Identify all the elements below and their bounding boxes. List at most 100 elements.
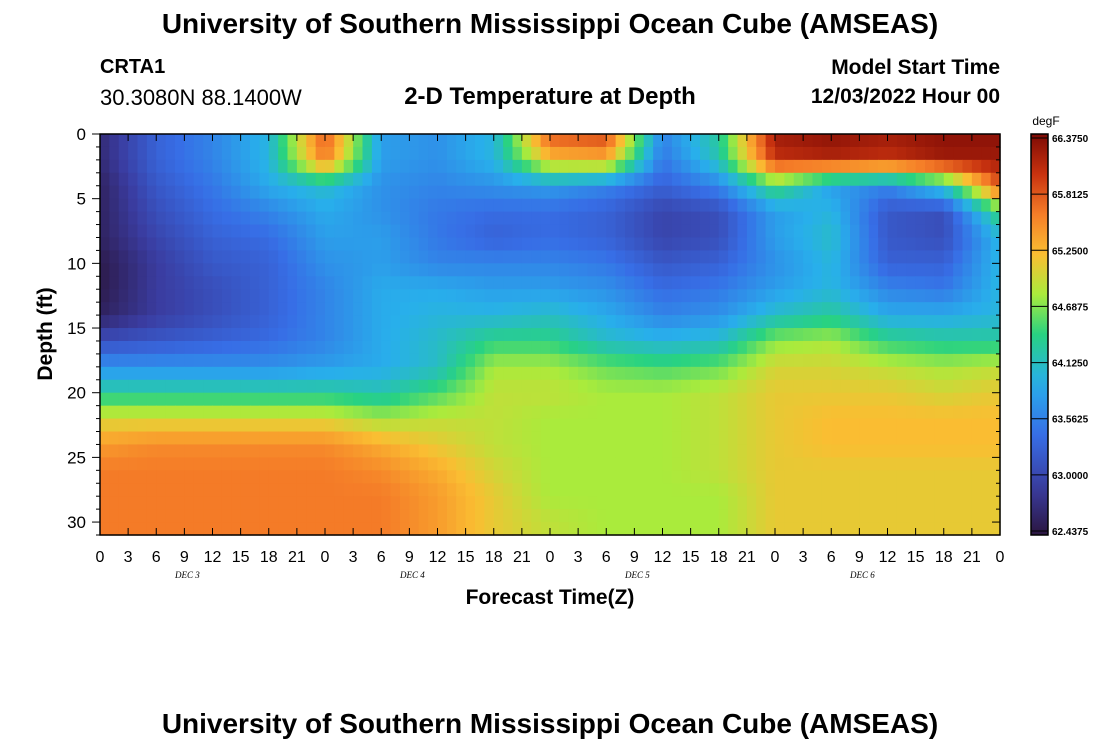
- heatmap-cell: [287, 470, 298, 484]
- heatmap-cell: [728, 146, 739, 161]
- heatmap-cell: [212, 392, 223, 407]
- heatmap-cell: [325, 237, 335, 252]
- heatmap-cell: [118, 522, 129, 536]
- heatmap-cell: [250, 379, 260, 394]
- heatmap-cell: [118, 198, 129, 213]
- heatmap-cell: [400, 405, 410, 420]
- heatmap-cell: [568, 250, 579, 264]
- heatmap-cell: [784, 159, 795, 174]
- heatmap-cell: [437, 159, 448, 174]
- heatmap-cell: [100, 340, 110, 355]
- heatmap-cell: [296, 470, 307, 484]
- heatmap-cell: [428, 289, 439, 303]
- heatmap-cell: [540, 522, 551, 536]
- heatmap-cell: [493, 328, 504, 342]
- heatmap-cell: [550, 172, 560, 187]
- heatmap-cell: [409, 172, 420, 187]
- heatmap-cell: [868, 340, 879, 355]
- heatmap-cell: [278, 185, 289, 200]
- heatmap-cell: [971, 211, 982, 226]
- heatmap-cell: [953, 470, 964, 484]
- colorbar-tick-label: 65.2500: [1052, 246, 1089, 257]
- heatmap-cell: [278, 237, 289, 252]
- heatmap-cell: [371, 315, 382, 329]
- heatmap-cell: [381, 522, 392, 536]
- heatmap-cell: [896, 444, 907, 458]
- heatmap-cell: [812, 172, 823, 187]
- heatmap-cell: [193, 237, 204, 252]
- heatmap-cell: [503, 134, 514, 148]
- heatmap-cell: [765, 353, 776, 368]
- heatmap-cell: [250, 392, 260, 407]
- heatmap-cell: [606, 302, 617, 316]
- heatmap-cell: [306, 418, 317, 433]
- heatmap-cell: [456, 276, 467, 290]
- heatmap-cell: [643, 276, 654, 290]
- heatmap-cell: [484, 483, 495, 497]
- heatmap-cell: [109, 146, 120, 161]
- heatmap-cell: [390, 263, 401, 277]
- heatmap-cell: [578, 224, 589, 239]
- heatmap-cell: [137, 289, 148, 303]
- heatmap-cell: [193, 496, 204, 510]
- heatmap-cell: [953, 509, 964, 523]
- heatmap-cell: [278, 431, 289, 446]
- heatmap-cell: [662, 224, 673, 239]
- heatmap-cell: [193, 483, 204, 497]
- heatmap-cell: [943, 353, 954, 368]
- heatmap-cell: [156, 185, 167, 200]
- heatmap-cell: [756, 340, 767, 355]
- heatmap-cell: [962, 366, 973, 381]
- heatmap-cell: [156, 159, 167, 174]
- heatmap-cell: [484, 496, 495, 510]
- heatmap-cell: [746, 353, 757, 368]
- heatmap-cell: [231, 522, 242, 536]
- heatmap-cell: [784, 172, 795, 187]
- heatmap-cell: [859, 496, 870, 510]
- heatmap-cell: [325, 470, 335, 484]
- heatmap-cell: [390, 250, 401, 264]
- heatmap-cell: [568, 263, 579, 277]
- heatmap-cell: [728, 509, 739, 523]
- heatmap-cell: [296, 431, 307, 446]
- heatmap-cell: [550, 134, 560, 148]
- heatmap-cell: [643, 224, 654, 239]
- heatmap-cell: [840, 263, 851, 277]
- heatmap-cell: [184, 522, 195, 536]
- heatmap-cell: [784, 315, 795, 329]
- heatmap-cell: [625, 289, 635, 303]
- heatmap-cell: [690, 496, 701, 510]
- heatmap-cell: [746, 366, 757, 381]
- heatmap-cell: [268, 146, 279, 161]
- heatmap-cell: [756, 470, 767, 484]
- x-tick-label: 9: [630, 549, 639, 566]
- heatmap-cell: [437, 198, 448, 213]
- heatmap-cell: [240, 263, 251, 277]
- heatmap-cell: [775, 250, 785, 264]
- heatmap-cell: [268, 522, 279, 536]
- heatmap-cell: [831, 379, 842, 394]
- heatmap-cell: [606, 470, 617, 484]
- heatmap-cell: [437, 340, 448, 355]
- heatmap-cell: [287, 483, 298, 497]
- heatmap-cell: [746, 328, 757, 342]
- heatmap-cell: [878, 224, 889, 239]
- heatmap-cell: [793, 211, 804, 226]
- heatmap-cell: [896, 185, 907, 200]
- heatmap-cell: [671, 302, 682, 316]
- heatmap-cell: [756, 237, 767, 252]
- heatmap-cell: [146, 159, 157, 174]
- heatmap-cell: [484, 418, 495, 433]
- heatmap-cell: [306, 263, 317, 277]
- heatmap-cell: [175, 405, 185, 420]
- heatmap-cell: [981, 328, 992, 342]
- heatmap-cell: [803, 522, 814, 536]
- heatmap-cell: [146, 224, 157, 239]
- heatmap-cell: [728, 289, 739, 303]
- heatmap-cell: [765, 276, 776, 290]
- heatmap-cell: [700, 392, 710, 407]
- heatmap-cell: [203, 250, 214, 264]
- heatmap-cell: [550, 302, 560, 316]
- heatmap-cell: [756, 224, 767, 239]
- heatmap-cell: [896, 470, 907, 484]
